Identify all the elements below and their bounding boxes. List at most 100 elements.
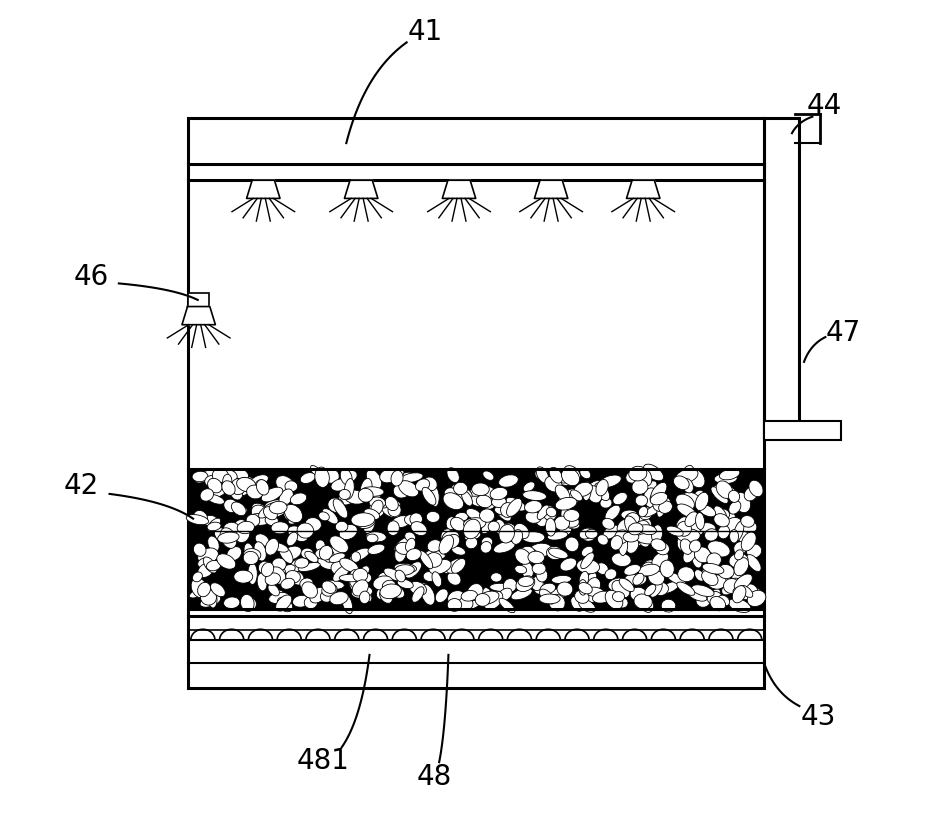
Ellipse shape [685, 512, 698, 527]
Ellipse shape [232, 502, 247, 516]
Ellipse shape [531, 576, 544, 591]
Ellipse shape [351, 552, 361, 563]
Ellipse shape [451, 558, 466, 573]
Ellipse shape [206, 494, 224, 504]
Bar [189, 118, 764, 688]
Ellipse shape [244, 478, 260, 493]
Ellipse shape [288, 526, 308, 542]
Ellipse shape [586, 588, 604, 597]
Ellipse shape [613, 592, 625, 602]
Ellipse shape [243, 552, 259, 564]
Ellipse shape [578, 583, 592, 594]
Ellipse shape [721, 487, 735, 498]
Ellipse shape [642, 562, 655, 575]
Ellipse shape [571, 597, 583, 612]
Ellipse shape [738, 530, 754, 544]
Ellipse shape [319, 545, 333, 560]
Ellipse shape [495, 519, 506, 535]
Ellipse shape [399, 480, 418, 497]
Ellipse shape [223, 597, 240, 608]
Ellipse shape [291, 571, 304, 585]
Ellipse shape [221, 481, 235, 495]
Ellipse shape [490, 487, 508, 499]
Ellipse shape [571, 490, 583, 501]
Ellipse shape [310, 465, 326, 483]
Ellipse shape [534, 559, 544, 576]
Ellipse shape [324, 546, 345, 556]
Ellipse shape [427, 539, 442, 552]
Ellipse shape [227, 547, 242, 561]
Ellipse shape [265, 515, 278, 525]
Ellipse shape [719, 512, 735, 526]
Polygon shape [627, 180, 660, 199]
Ellipse shape [305, 585, 314, 597]
Ellipse shape [717, 564, 734, 578]
Ellipse shape [200, 489, 214, 501]
Polygon shape [247, 180, 280, 199]
Ellipse shape [379, 590, 392, 603]
Ellipse shape [710, 589, 720, 600]
Ellipse shape [323, 592, 335, 601]
Ellipse shape [727, 519, 741, 531]
Ellipse shape [539, 594, 560, 604]
Ellipse shape [648, 570, 664, 585]
Ellipse shape [599, 475, 621, 488]
Ellipse shape [251, 505, 269, 521]
Ellipse shape [649, 566, 662, 578]
Ellipse shape [629, 573, 646, 586]
Ellipse shape [404, 514, 421, 526]
Ellipse shape [596, 479, 608, 496]
Ellipse shape [244, 597, 257, 610]
Ellipse shape [619, 578, 634, 592]
Ellipse shape [624, 574, 637, 585]
Ellipse shape [381, 501, 401, 518]
Ellipse shape [237, 521, 254, 534]
Ellipse shape [560, 500, 574, 508]
Ellipse shape [323, 550, 333, 563]
Ellipse shape [464, 600, 480, 609]
Ellipse shape [677, 531, 693, 551]
Ellipse shape [545, 518, 556, 536]
Ellipse shape [321, 583, 337, 596]
Ellipse shape [264, 499, 283, 509]
Ellipse shape [554, 516, 570, 530]
Ellipse shape [683, 544, 697, 563]
Ellipse shape [587, 578, 601, 594]
Ellipse shape [729, 529, 739, 543]
Ellipse shape [193, 510, 207, 524]
Ellipse shape [446, 534, 460, 548]
Ellipse shape [426, 511, 440, 523]
Ellipse shape [557, 582, 573, 596]
Ellipse shape [409, 582, 427, 596]
Ellipse shape [675, 494, 694, 510]
Ellipse shape [465, 532, 481, 541]
Ellipse shape [198, 583, 210, 597]
Ellipse shape [716, 481, 733, 499]
Ellipse shape [394, 563, 417, 573]
Ellipse shape [660, 560, 674, 578]
Ellipse shape [300, 473, 316, 484]
Ellipse shape [461, 591, 477, 601]
Ellipse shape [677, 521, 691, 536]
Ellipse shape [581, 528, 596, 541]
Ellipse shape [618, 537, 628, 555]
Ellipse shape [447, 572, 460, 585]
Ellipse shape [667, 526, 683, 536]
Ellipse shape [548, 548, 568, 558]
Ellipse shape [656, 543, 670, 555]
Ellipse shape [212, 469, 229, 483]
Ellipse shape [249, 488, 262, 499]
Ellipse shape [198, 548, 219, 563]
Ellipse shape [463, 518, 486, 529]
Ellipse shape [714, 506, 727, 522]
Ellipse shape [621, 510, 638, 519]
Ellipse shape [579, 572, 588, 588]
Ellipse shape [532, 563, 546, 574]
Ellipse shape [274, 568, 286, 578]
Ellipse shape [265, 573, 280, 585]
Ellipse shape [385, 586, 397, 596]
Text: 481: 481 [297, 746, 349, 774]
Ellipse shape [634, 594, 652, 609]
Ellipse shape [215, 528, 231, 543]
Ellipse shape [339, 524, 358, 539]
